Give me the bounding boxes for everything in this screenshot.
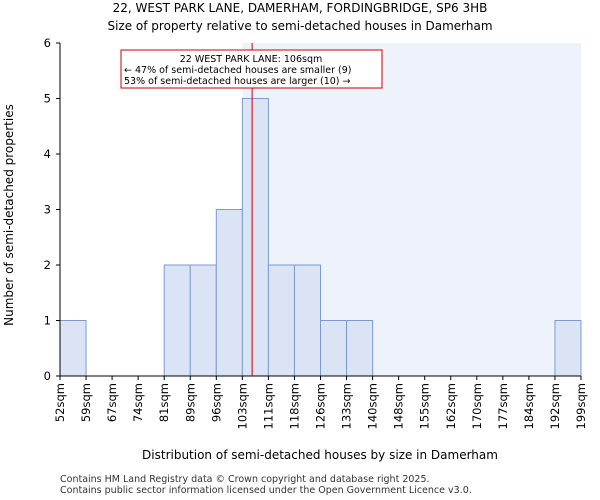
x-tick-label: 199sqm — [574, 383, 588, 429]
x-tick-label: 52sqm — [53, 383, 67, 422]
x-tick-label: 111sqm — [261, 383, 275, 429]
bar-103sqm — [241, 98, 269, 377]
x-axis-label: Distribution of semi-detached houses by … — [142, 448, 498, 462]
y-axis-label: Number of semi-detached properties — [2, 104, 16, 326]
x-tick-label: 74sqm — [131, 383, 145, 422]
x-tick-label: 162sqm — [444, 383, 458, 429]
y-tick-label: 6 — [44, 36, 51, 50]
y-tick-label: 1 — [44, 314, 51, 328]
bar-89sqm — [189, 264, 217, 377]
bar-192sqm — [554, 320, 582, 377]
y-tick-label: 0 — [44, 369, 51, 383]
x-tick-label: 148sqm — [392, 383, 406, 429]
y-tick-label: 3 — [44, 203, 51, 217]
bar-133sqm — [346, 320, 374, 377]
bar-96sqm — [215, 209, 243, 377]
y-tick-label: 5 — [44, 92, 51, 106]
x-tick-label: 103sqm — [235, 383, 249, 429]
x-tick-label: 140sqm — [366, 383, 380, 429]
footer-licence: Contains public sector information licen… — [60, 485, 472, 496]
bar-81sqm — [163, 264, 191, 377]
bar-52sqm — [59, 320, 87, 377]
x-tick-label: 155sqm — [418, 383, 432, 429]
chart-title: 22, WEST PARK LANE, DAMERHAM, FORDINGBRI… — [112, 1, 488, 15]
annotation-line-3: 53% of semi-detached houses are larger (… — [124, 76, 351, 87]
annotation-line-2: ← 47% of semi-detached houses are smalle… — [124, 65, 352, 76]
x-tick-label: 177sqm — [496, 383, 510, 429]
x-tick-label: 59sqm — [79, 383, 93, 422]
x-tick-label: 192sqm — [548, 383, 562, 429]
chart-subtitle: Size of property relative to semi-detach… — [107, 19, 493, 33]
x-tick-label: 81sqm — [157, 383, 171, 422]
bar-126sqm — [320, 320, 348, 377]
y-tick-label: 4 — [44, 147, 51, 161]
x-tick-label: 126sqm — [314, 383, 328, 429]
annotation-line-1: 22 WEST PARK LANE: 106sqm — [180, 54, 323, 65]
x-tick-label: 89sqm — [183, 383, 197, 422]
annotation-box: 22 WEST PARK LANE: 106sqm ← 47% of semi-… — [120, 49, 383, 89]
bar-111sqm — [267, 264, 295, 377]
x-tick-label: 118sqm — [287, 383, 301, 429]
bar-118sqm — [293, 264, 322, 377]
y-tick-label: 2 — [44, 258, 51, 272]
x-tick-label: 170sqm — [470, 383, 484, 429]
x-tick-label: 67sqm — [105, 383, 119, 422]
footer-copyright: Contains HM Land Registry data © Crown c… — [60, 474, 430, 485]
bar-chart: 0 1 2 3 4 5 6 52sqm 59sqm 67sqm 74sqm 81sqm 89sqm 96s… — [2, 36, 588, 462]
x-tick-label: 184sqm — [522, 383, 536, 429]
x-tick-label: 133sqm — [340, 383, 354, 429]
x-tick-label: 96sqm — [209, 383, 223, 422]
